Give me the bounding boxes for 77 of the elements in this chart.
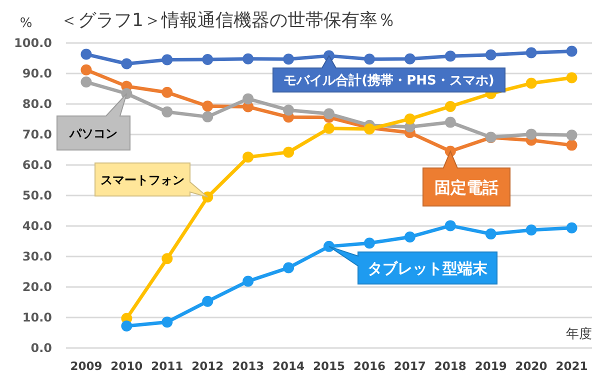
point [566,130,578,141]
series-label: モバイル合計(携帯・PHS・スマホ) [284,72,494,89]
series-label: タブレット型端末 [368,259,488,278]
point [121,58,132,70]
point [526,128,537,140]
chart-title: ＜グラフ1＞情報通信機器の世帯保有率％ [60,10,396,31]
point [566,140,578,151]
point [242,276,254,287]
x-tick-label: 2010 [110,359,143,373]
series-label: スマートフォン [100,172,184,187]
point [242,53,254,64]
y-tick-label: 20.0 [22,280,52,294]
point [324,108,334,120]
x-tick-label: 2013 [232,359,264,373]
y-tick-label: 10.0 [22,310,52,325]
point [485,49,496,60]
point [444,100,456,112]
point [283,104,294,116]
point [80,64,92,76]
x-tick-label: 2011 [151,359,184,373]
point [202,100,214,112]
x-tick-label: 2017 [394,359,426,373]
point [324,122,334,134]
x-tick-label: 2018 [434,359,466,373]
x-tick-label: 2009 [70,359,102,373]
x-tick-label: 2019 [474,359,507,373]
point [283,262,294,274]
point [526,78,537,89]
x-tick-label: 2012 [192,359,224,373]
point [242,152,254,163]
point [202,296,214,307]
x-tick-label: 2020 [515,359,548,373]
x-axis-title: 年度 [566,326,592,342]
point [485,228,496,240]
point [283,54,294,65]
point [80,48,92,60]
point [283,146,294,158]
point [566,222,578,234]
point [364,238,375,249]
point [566,46,578,57]
point [364,54,375,65]
y-tick-label: 30.0 [22,250,52,264]
point [404,113,416,124]
point [242,93,254,104]
y-tick-label: 0.0 [30,341,52,356]
y-tick-label: 80.0 [22,97,52,112]
point [202,54,214,65]
y-tick-label: 50.0 [22,188,52,203]
point [526,224,537,236]
point [566,72,578,84]
point [162,86,173,98]
point [162,253,173,264]
x-tick-label: 2014 [272,359,305,373]
x-tick-label: 2016 [353,359,386,373]
point [444,50,456,62]
point [202,111,214,122]
point [404,231,416,242]
x-tick-label: 2021 [556,359,588,373]
y-tick-label: 40.0 [22,219,52,234]
x-tick-label: 2015 [312,359,346,373]
y-tick-label: 100.0 [14,36,52,50]
point [162,316,173,328]
y-tick-label: 70.0 [22,128,52,142]
point [80,76,92,88]
y-tick-label: 90.0 [22,66,52,81]
point [162,54,173,66]
point [404,53,416,64]
series-label: 固定電話 [434,178,498,197]
point [444,220,456,232]
point [444,116,456,128]
y-tick-label: 60.0 [22,158,52,172]
point [324,240,334,252]
point [162,106,173,118]
point [526,47,537,58]
text: パソコン [68,126,118,140]
point [121,320,132,332]
y-axis-title: % [20,16,32,31]
